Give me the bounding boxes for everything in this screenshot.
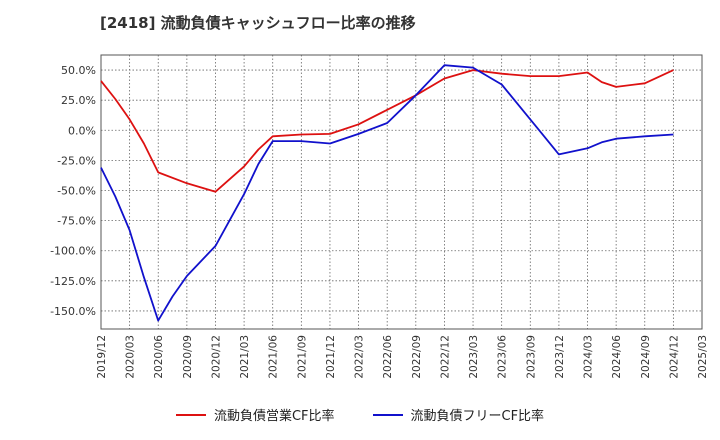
x-tick-label: 2023/09 (525, 335, 537, 379)
y-tick-label: -25.0% (57, 154, 96, 167)
y-tick-label: -150.0% (50, 305, 96, 318)
chart-title: [2418] 流動負債キャッシュフロー比率の推移 (100, 14, 416, 32)
y-tick-label: -100.0% (50, 245, 96, 258)
series-line-0 (100, 69, 674, 193)
x-tick-label: 2021/12 (325, 335, 337, 379)
y-tick-label: -125.0% (50, 275, 96, 288)
x-tick-label: 2020/06 (153, 335, 165, 379)
legend-item-operating-cf: 流動負債営業CF比率 (175, 405, 335, 424)
x-tick-label: 2024/06 (611, 335, 623, 379)
x-tick-label: 2022/12 (439, 335, 451, 379)
y-tick-label: -75.0% (57, 215, 96, 228)
legend: 流動負債営業CF比率 流動負債フリーCF比率 (0, 405, 720, 424)
series-line-1 (100, 64, 674, 322)
x-tick-label: 2024/03 (583, 335, 595, 379)
x-tick-label: 2022/09 (411, 335, 423, 379)
y-tick-label: 50.0% (61, 64, 96, 77)
x-tick-label: 2020/03 (125, 335, 137, 379)
x-tick-label: 2020/09 (182, 335, 194, 379)
x-tick-label: 2023/06 (497, 335, 509, 379)
legend-label-operating-cf: 流動負債営業CF比率 (213, 409, 335, 424)
x-tick-label: 2021/09 (296, 335, 308, 379)
x-tick-label: 2020/12 (210, 335, 222, 379)
x-tick-label: 2023/12 (554, 335, 566, 379)
x-tick-label: 2021/03 (239, 335, 251, 379)
x-tick-label: 2024/12 (668, 335, 680, 379)
x-tick-label: 2022/03 (354, 335, 366, 379)
y-tick-label: 25.0% (61, 94, 96, 107)
legend-swatch-operating-cf (175, 413, 206, 416)
y-tick-label: -50.0% (57, 184, 96, 197)
x-tick-label: 2025/03 (697, 335, 709, 379)
legend-swatch-free-cf (372, 413, 403, 416)
y-tick-label: 0.0% (68, 124, 96, 137)
x-tick-label: 2022/06 (382, 335, 394, 379)
legend-item-free-cf: 流動負債フリーCF比率 (372, 405, 545, 424)
x-tick-label: 2021/06 (268, 335, 280, 379)
x-tick-label: 2024/09 (640, 335, 652, 379)
x-tick-label: 2019/12 (96, 335, 108, 379)
plot-frame (100, 54, 703, 330)
x-tick-label: 2023/03 (468, 335, 480, 379)
legend-label-free-cf: 流動負債フリーCF比率 (410, 409, 545, 424)
